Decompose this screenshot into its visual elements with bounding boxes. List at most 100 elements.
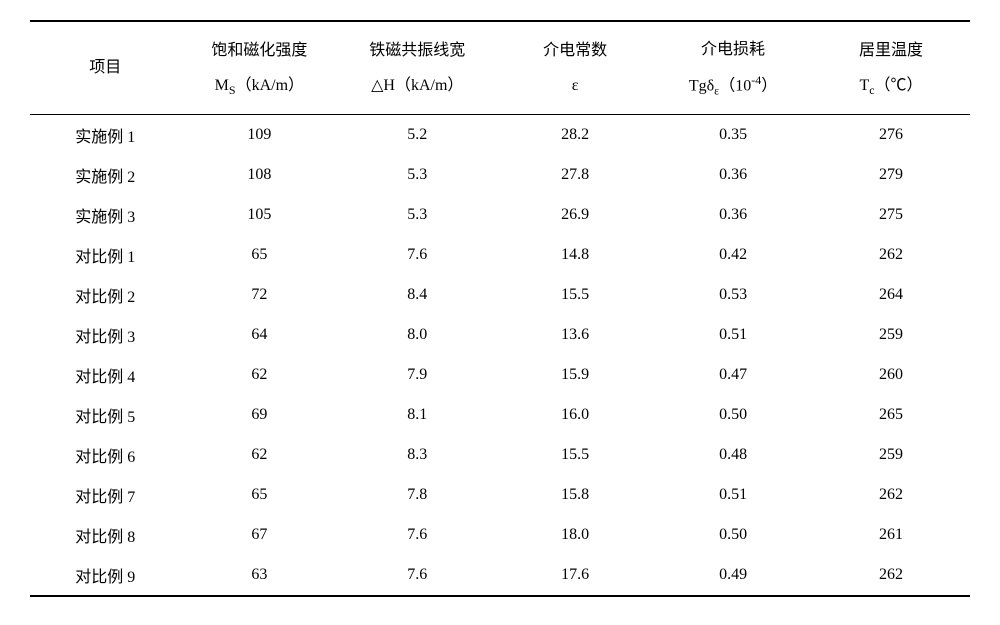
cell-tgd: 0.35	[654, 115, 812, 156]
header-tgd-line2: Tgδε（10-4）	[658, 67, 808, 104]
cell-eps: 15.5	[496, 435, 654, 475]
header-dh-line1: 铁磁共振线宽	[342, 33, 492, 68]
col-header-dielectric-constant: 介电常数 ε	[496, 21, 654, 115]
header-tgd-line1: 介电损耗	[658, 32, 808, 67]
table-row: 对比例 2 72 8.4 15.5 0.53 264	[30, 275, 970, 315]
cell-eps: 15.8	[496, 475, 654, 515]
cell-tgd: 0.49	[654, 555, 812, 596]
cell-project: 对比例 6	[30, 435, 180, 475]
table-row: 对比例 7 65 7.8 15.8 0.51 262	[30, 475, 970, 515]
cell-dh: 8.4	[338, 275, 496, 315]
cell-dh: 8.3	[338, 435, 496, 475]
table-row: 对比例 8 67 7.6 18.0 0.50 261	[30, 515, 970, 555]
header-ms-line2: MS（kA/m）	[184, 68, 334, 104]
cell-project: 实施例 1	[30, 115, 180, 156]
header-eps-line1: 介电常数	[500, 33, 650, 68]
cell-tgd: 0.36	[654, 195, 812, 235]
cell-tgd: 0.42	[654, 235, 812, 275]
cell-tc: 259	[812, 435, 970, 475]
cell-dh: 8.0	[338, 315, 496, 355]
cell-tgd: 0.36	[654, 155, 812, 195]
header-tc-line1: 居里温度	[816, 33, 966, 68]
cell-tc: 262	[812, 235, 970, 275]
table-body: 实施例 1 109 5.2 28.2 0.35 276 实施例 2 108 5.…	[30, 115, 970, 597]
col-header-curie-temperature: 居里温度 Tc（℃）	[812, 21, 970, 115]
col-header-dielectric-loss: 介电损耗 Tgδε（10-4）	[654, 21, 812, 115]
cell-ms: 64	[180, 315, 338, 355]
cell-eps: 17.6	[496, 555, 654, 596]
cell-ms: 108	[180, 155, 338, 195]
cell-dh: 8.1	[338, 395, 496, 435]
table-row: 对比例 4 62 7.9 15.9 0.47 260	[30, 355, 970, 395]
cell-project: 对比例 9	[30, 555, 180, 596]
cell-dh: 5.3	[338, 195, 496, 235]
header-project-label: 项目	[34, 50, 176, 85]
cell-project: 对比例 2	[30, 275, 180, 315]
cell-ms: 69	[180, 395, 338, 435]
cell-tc: 264	[812, 275, 970, 315]
cell-tc: 260	[812, 355, 970, 395]
table-row: 对比例 3 64 8.0 13.6 0.51 259	[30, 315, 970, 355]
data-table: 项目 饱和磁化强度 MS（kA/m） 铁磁共振线宽 △H（kA/m） 介电常数 …	[30, 20, 970, 597]
cell-project: 对比例 5	[30, 395, 180, 435]
cell-dh: 5.2	[338, 115, 496, 156]
cell-tc: 262	[812, 555, 970, 596]
cell-tc: 279	[812, 155, 970, 195]
header-ms-line1: 饱和磁化强度	[184, 33, 334, 68]
cell-ms: 65	[180, 235, 338, 275]
cell-tc: 259	[812, 315, 970, 355]
cell-project: 对比例 4	[30, 355, 180, 395]
cell-eps: 28.2	[496, 115, 654, 156]
cell-tgd: 0.48	[654, 435, 812, 475]
header-dh-line2: △H（kA/m）	[342, 68, 492, 103]
cell-tc: 265	[812, 395, 970, 435]
cell-tc: 261	[812, 515, 970, 555]
col-header-project: 项目	[30, 21, 180, 115]
cell-eps: 15.9	[496, 355, 654, 395]
cell-tc: 275	[812, 195, 970, 235]
table-row: 实施例 1 109 5.2 28.2 0.35 276	[30, 115, 970, 156]
cell-ms: 62	[180, 435, 338, 475]
cell-eps: 27.8	[496, 155, 654, 195]
header-eps-line2: ε	[500, 68, 650, 103]
cell-tgd: 0.50	[654, 395, 812, 435]
table-row: 对比例 9 63 7.6 17.6 0.49 262	[30, 555, 970, 596]
cell-dh: 7.6	[338, 515, 496, 555]
cell-tgd: 0.53	[654, 275, 812, 315]
table-row: 实施例 3 105 5.3 26.9 0.36 275	[30, 195, 970, 235]
table-row: 实施例 2 108 5.3 27.8 0.36 279	[30, 155, 970, 195]
cell-ms: 63	[180, 555, 338, 596]
cell-tgd: 0.47	[654, 355, 812, 395]
cell-dh: 5.3	[338, 155, 496, 195]
col-header-ferromagnetic-linewidth: 铁磁共振线宽 △H（kA/m）	[338, 21, 496, 115]
table-header: 项目 饱和磁化强度 MS（kA/m） 铁磁共振线宽 △H（kA/m） 介电常数 …	[30, 21, 970, 115]
cell-eps: 16.0	[496, 395, 654, 435]
cell-tc: 276	[812, 115, 970, 156]
cell-tc: 262	[812, 475, 970, 515]
cell-project: 对比例 7	[30, 475, 180, 515]
header-tc-line2: Tc（℃）	[816, 68, 966, 104]
cell-project: 对比例 1	[30, 235, 180, 275]
cell-dh: 7.6	[338, 235, 496, 275]
cell-eps: 18.0	[496, 515, 654, 555]
cell-eps: 14.8	[496, 235, 654, 275]
cell-ms: 67	[180, 515, 338, 555]
cell-eps: 26.9	[496, 195, 654, 235]
cell-eps: 13.6	[496, 315, 654, 355]
col-header-saturation-magnetization: 饱和磁化强度 MS（kA/m）	[180, 21, 338, 115]
cell-project: 实施例 3	[30, 195, 180, 235]
table-row: 对比例 5 69 8.1 16.0 0.50 265	[30, 395, 970, 435]
cell-ms: 62	[180, 355, 338, 395]
cell-dh: 7.6	[338, 555, 496, 596]
cell-ms: 105	[180, 195, 338, 235]
header-row: 项目 饱和磁化强度 MS（kA/m） 铁磁共振线宽 △H（kA/m） 介电常数 …	[30, 21, 970, 115]
cell-ms: 109	[180, 115, 338, 156]
cell-eps: 15.5	[496, 275, 654, 315]
cell-tgd: 0.51	[654, 315, 812, 355]
cell-ms: 65	[180, 475, 338, 515]
cell-tgd: 0.50	[654, 515, 812, 555]
cell-tgd: 0.51	[654, 475, 812, 515]
table-row: 对比例 1 65 7.6 14.8 0.42 262	[30, 235, 970, 275]
cell-ms: 72	[180, 275, 338, 315]
cell-project: 对比例 3	[30, 315, 180, 355]
